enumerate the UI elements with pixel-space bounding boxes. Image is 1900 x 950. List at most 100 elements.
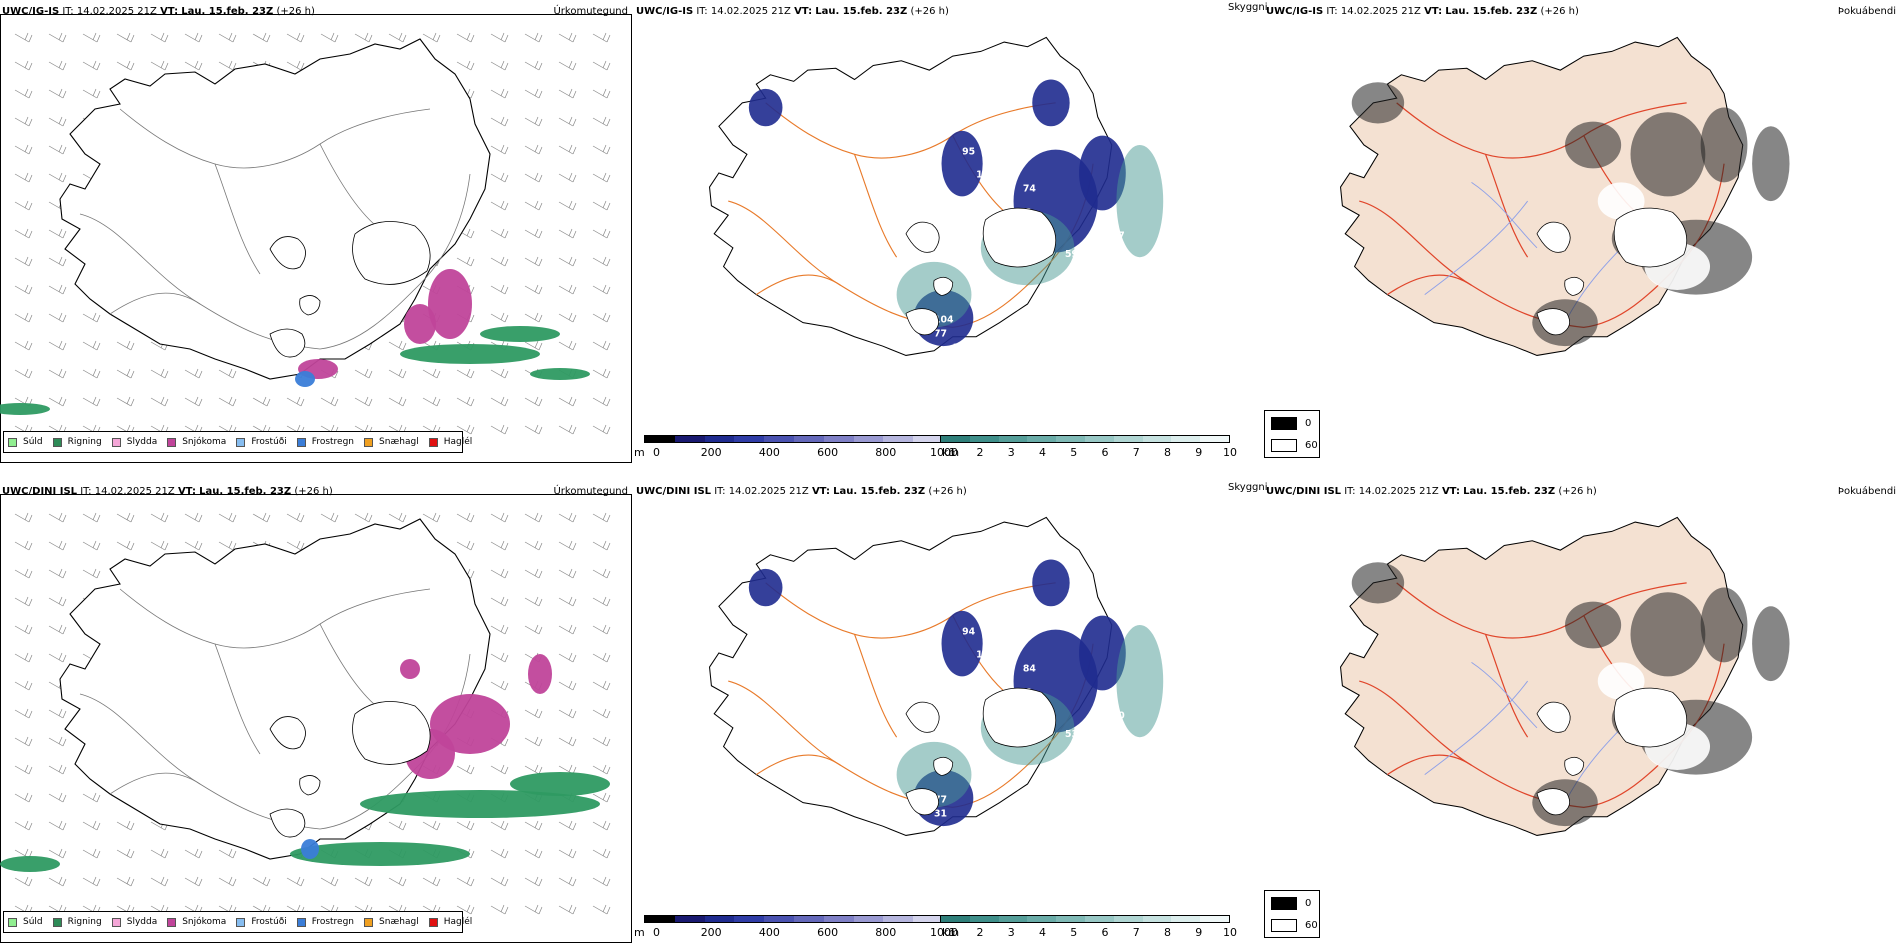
wind-barb — [48, 540, 67, 551]
fog-legend-swatch — [1271, 897, 1297, 910]
road-line — [1484, 634, 1529, 738]
panel-title: UWC/IG-IS IT: 14.02.2025 21Z VT: Lau. 15… — [636, 6, 949, 17]
wind-barb — [558, 88, 577, 99]
colorbar-step — [883, 916, 914, 922]
legend-label: Frostregn — [311, 437, 355, 447]
legend-label: Súld — [23, 437, 43, 447]
wind-barb — [558, 312, 577, 323]
wind-barb — [14, 172, 33, 183]
colorbar-tick-label: 1000 — [930, 446, 958, 459]
m-unit: m — [634, 926, 645, 939]
precip-legend: Súld Rigning Slydda Snjókoma Frostúði Frostre… — [3, 911, 472, 933]
wind-barb — [150, 368, 169, 379]
wind-barb — [388, 32, 407, 43]
wind-barb — [558, 820, 577, 831]
colorbar-step — [969, 916, 999, 922]
panel-name: Þokuábendi — [1837, 486, 1896, 497]
legend-swatch — [296, 437, 306, 447]
legend-label: Frostregn — [311, 917, 355, 927]
colorbar-step — [1171, 916, 1201, 922]
wind-barb — [14, 284, 33, 295]
colorbar-tick-label: 10 — [1223, 926, 1237, 939]
wind-barb — [48, 172, 67, 183]
wind-barb — [14, 736, 33, 747]
rain-area — [0, 403, 50, 415]
wind-barb — [558, 200, 577, 211]
wind-barb — [48, 284, 67, 295]
wind-barb — [320, 32, 339, 43]
wind-barb — [490, 172, 509, 183]
wind-barb — [14, 568, 33, 579]
wind-barb — [82, 820, 101, 831]
wind-barb — [490, 368, 509, 379]
colorbar-step — [1027, 436, 1057, 442]
glacier-outline — [1536, 701, 1571, 733]
wind-barb — [150, 876, 169, 887]
row2-precip-panel: UWC/DINI ISL IT: 14.02.2025 21Z VT: Lau.… — [0, 480, 634, 950]
visibility-value-label: 84 — [1023, 664, 1037, 675]
wind-barb — [558, 680, 577, 691]
wind-barb — [286, 32, 305, 43]
colorbar-tick-label: 0 — [653, 446, 660, 459]
wind-barb — [524, 60, 543, 71]
wind-barb — [592, 88, 611, 99]
visibility-value-label: 104 — [934, 315, 954, 326]
wind-barb — [82, 340, 101, 351]
wind-barb — [524, 708, 543, 719]
wind-barb — [184, 512, 203, 523]
wind-barb — [524, 876, 543, 887]
wind-barb — [490, 32, 509, 43]
wind-barb — [490, 876, 509, 887]
wind-barb — [14, 624, 33, 635]
road-line — [214, 643, 261, 755]
wind-barb — [14, 876, 33, 887]
colorbar-step — [823, 916, 854, 922]
rain-area — [360, 790, 600, 818]
km-unit: km — [942, 926, 960, 939]
river-line — [1424, 200, 1528, 295]
wind-barb — [388, 340, 407, 351]
wind-barb — [14, 792, 33, 803]
wind-barb — [150, 540, 169, 551]
glacier-outline — [1613, 207, 1688, 268]
visibility-value-label: 58 — [1070, 762, 1083, 773]
wind-barb — [116, 820, 135, 831]
colorbar-tick-label: 4 — [1038, 446, 1046, 459]
colorbar-tick-label: 4 — [1038, 926, 1046, 939]
colorbar-step — [764, 436, 794, 442]
wind-barb — [48, 624, 67, 635]
wind-barb — [592, 368, 611, 379]
wind-barb — [150, 848, 169, 859]
fog-legend-swatch — [1271, 417, 1297, 430]
low-visibility-area — [748, 568, 783, 607]
wind-barb — [490, 764, 509, 775]
fog-index-area — [1630, 112, 1706, 197]
glacier-outline — [1613, 687, 1688, 748]
map-frame — [0, 494, 632, 943]
wind-barb — [48, 568, 67, 579]
colorbar-step — [734, 436, 765, 442]
fog-legend: 0 60 — [1264, 410, 1320, 458]
wind-barb — [354, 876, 373, 887]
colorbar-step — [1142, 916, 1172, 922]
wind-barb — [558, 540, 577, 551]
legend-item: Snæhagl — [364, 917, 419, 927]
fog-legend-row: 60 — [1271, 919, 1318, 932]
visibility-m-colorbar — [644, 435, 944, 443]
legend-item: Haglél — [428, 437, 472, 447]
glacier-outline — [933, 756, 954, 776]
wind-barb — [490, 312, 509, 323]
wind-barb — [422, 876, 441, 887]
fog-legend-label: 60 — [1305, 920, 1318, 931]
wind-barb — [490, 228, 509, 239]
colorbar-step — [1113, 436, 1143, 442]
colorbar-step — [704, 436, 735, 442]
wind-barb — [218, 848, 237, 859]
wind-barb — [558, 596, 577, 607]
colorbar-tick-label: 400 — [758, 926, 780, 939]
wind-barb — [82, 88, 101, 99]
precip-map — [0, 32, 611, 435]
wind-barb — [116, 396, 135, 407]
fog-legend-label: 60 — [1305, 440, 1318, 451]
wind-barb — [82, 512, 101, 523]
